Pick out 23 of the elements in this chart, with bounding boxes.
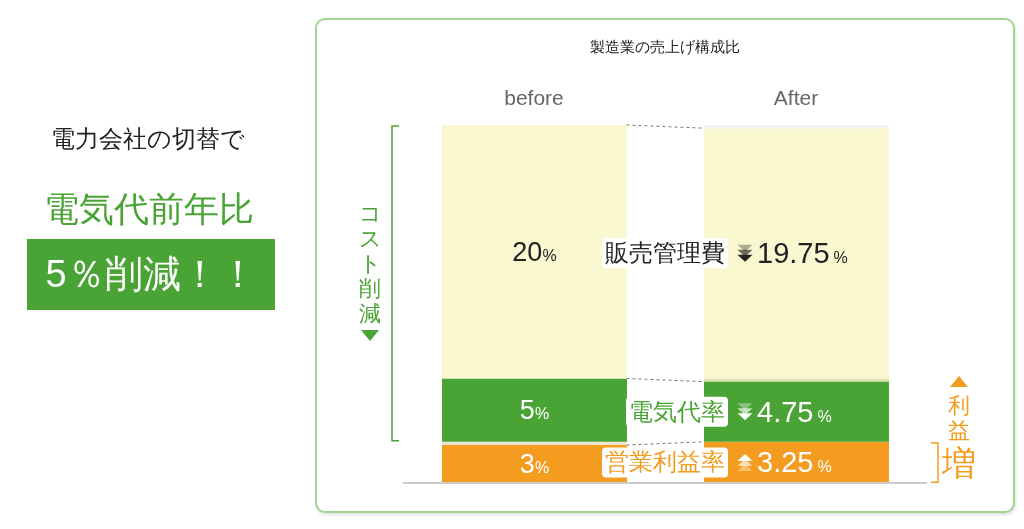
text: 5％削減！！ — [27, 239, 275, 310]
series-label: 営業利益率 — [605, 448, 725, 476]
text: コスト削減 — [359, 201, 382, 327]
x-tick-label: After — [773, 86, 819, 109]
bar — [704, 128, 889, 379]
text: 利益増 — [941, 393, 977, 483]
series-label: 販売管理費 — [605, 239, 725, 267]
bar — [704, 378, 889, 382]
text: 電気代前年比 — [43, 188, 255, 230]
data-label: 20% — [512, 236, 557, 267]
data-label: 5% — [519, 395, 550, 426]
bar — [442, 378, 627, 442]
series-label: 電気代率 — [629, 397, 725, 425]
text: 電力会社の切替で — [50, 124, 246, 154]
x-tick-label: before — [504, 86, 564, 109]
data-label: 3.25% — [757, 446, 832, 479]
bar — [442, 441, 627, 445]
chart-title: 製造業の売上げ構成比 — [589, 37, 741, 57]
data-label: 3% — [519, 448, 550, 479]
bar — [442, 125, 627, 379]
data-label: 4.75% — [757, 395, 832, 428]
data-label: 19.75% — [757, 237, 848, 270]
bar — [704, 125, 889, 129]
